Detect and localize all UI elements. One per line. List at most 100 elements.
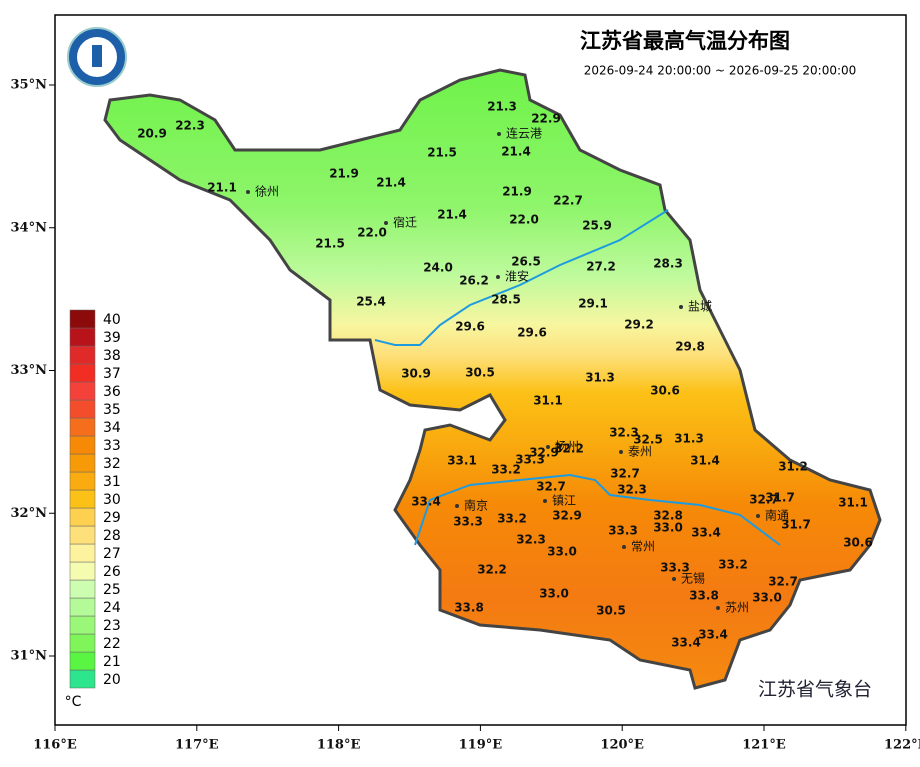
city-dot (455, 504, 459, 508)
station-value: 31.2 (778, 460, 808, 474)
lon-tick-label: 118°E (317, 738, 361, 753)
legend-label: 40 (103, 312, 121, 328)
legend-swatch (69, 309, 96, 329)
station-value: 32.9 (529, 446, 559, 460)
legend-label: 23 (103, 618, 121, 634)
station-value: 29.6 (455, 320, 485, 334)
station-value: 30.9 (401, 367, 431, 381)
station-value: 33.4 (671, 636, 701, 650)
station-value: 33.4 (691, 526, 721, 540)
legend-swatch (69, 597, 96, 617)
legend-label: 22 (103, 636, 121, 652)
legend-label: 27 (103, 546, 121, 562)
station-value: 29.2 (624, 318, 654, 332)
city-dot (497, 132, 501, 136)
city-dot (543, 499, 547, 503)
station-value: 31.7 (765, 491, 795, 505)
station-value: 32.7 (749, 493, 779, 507)
station-value: 24.0 (423, 261, 453, 275)
station-value: 33.0 (547, 545, 577, 559)
station-value: 33.3 (608, 524, 638, 538)
station-value: 33.8 (454, 601, 484, 615)
station-value: 22.3 (175, 119, 205, 133)
legend-swatch (69, 381, 96, 401)
station-value: 21.3 (487, 100, 517, 114)
lon-tick-label: 122°E (884, 738, 920, 753)
legend-label: 37 (103, 366, 121, 382)
station-value: 31.1 (838, 496, 868, 510)
city-dot (716, 606, 720, 610)
city-dot (496, 275, 500, 279)
city-name: 镇江 (552, 494, 576, 508)
lon-tick-label: 120°E (600, 738, 644, 753)
station-value: 33.0 (539, 587, 569, 601)
station-value: 21.5 (315, 237, 345, 251)
station-value: 32.5 (633, 433, 663, 447)
city-name: 宿迁 (393, 215, 417, 230)
legend-label: 29 (103, 510, 121, 526)
legend-swatch (69, 543, 96, 563)
city-name: 盐城 (688, 300, 712, 314)
station-value: 31.3 (674, 432, 704, 446)
station-value: 31.7 (781, 518, 811, 532)
city-dot (672, 577, 676, 581)
city-dot (384, 221, 388, 225)
title: 江苏省最高气温分布图 (580, 29, 790, 53)
legend-swatch (69, 363, 96, 383)
station-value: 33.0 (653, 521, 683, 535)
legend-label: 31 (103, 474, 121, 490)
legend-label: 33 (103, 438, 121, 454)
city-name: 扬州 (555, 439, 579, 454)
station-value: 29.6 (517, 326, 547, 340)
city-dot (756, 514, 760, 518)
lon-tick-label: 121°E (742, 738, 786, 753)
city-name: 苏州 (725, 601, 749, 615)
city-name: 无锡 (681, 571, 705, 586)
legend-unit: °C (65, 694, 82, 710)
legend-label: 20 (103, 672, 121, 688)
lat-tick-label: 31°N (11, 649, 48, 664)
station-value: 29.1 (578, 297, 608, 311)
logo (67, 27, 127, 87)
subtitle: 2026-09-24 20:00:00 ~ 2026-09-25 20:00:0… (584, 64, 857, 78)
river (374, 209, 669, 346)
lat-tick-label: 33°N (11, 363, 48, 378)
legend-swatch (69, 345, 96, 365)
city-dot (679, 305, 683, 309)
city-dot (246, 190, 250, 194)
station-value: 33.2 (491, 463, 521, 477)
legend-label: 36 (103, 384, 121, 400)
station-value: 32.9 (552, 509, 582, 523)
legend-label: 38 (103, 348, 121, 364)
legend-swatch (69, 399, 96, 419)
station-value: 32.8 (653, 509, 683, 523)
legend-label: 39 (103, 330, 121, 346)
lon-tick-label: 119°E (459, 738, 503, 753)
lon-tick-label: 116°E (33, 738, 77, 753)
station-value: 21.9 (329, 167, 359, 181)
station-value: 33.1 (447, 454, 477, 468)
station-value: 22.0 (509, 213, 539, 227)
legend-label: 30 (103, 492, 121, 508)
station-value: 27.2 (586, 260, 616, 274)
city-name: 泰州 (628, 445, 652, 459)
legend-label: 21 (103, 654, 121, 670)
lat-tick-label: 34°N (11, 220, 48, 235)
legend-label: 24 (103, 600, 121, 616)
legend-swatch (69, 525, 96, 545)
station-value: 21.5 (427, 146, 457, 160)
station-value: 28.5 (491, 293, 521, 307)
station-value: 21.4 (376, 176, 406, 190)
station-value: 32.2 (554, 442, 584, 456)
legend-label: 35 (103, 402, 121, 418)
station-value: 29.8 (675, 340, 705, 354)
station-value: 33.3 (453, 515, 483, 529)
legend-label: 26 (103, 564, 121, 580)
city-dot (546, 445, 550, 449)
city-name: 南通 (765, 508, 789, 523)
station-value: 21.4 (437, 208, 467, 222)
station-value: 33.3 (660, 561, 690, 575)
legend-swatch (69, 417, 96, 437)
station-value: 31.1 (533, 394, 563, 408)
station-value: 30.6 (843, 536, 873, 550)
